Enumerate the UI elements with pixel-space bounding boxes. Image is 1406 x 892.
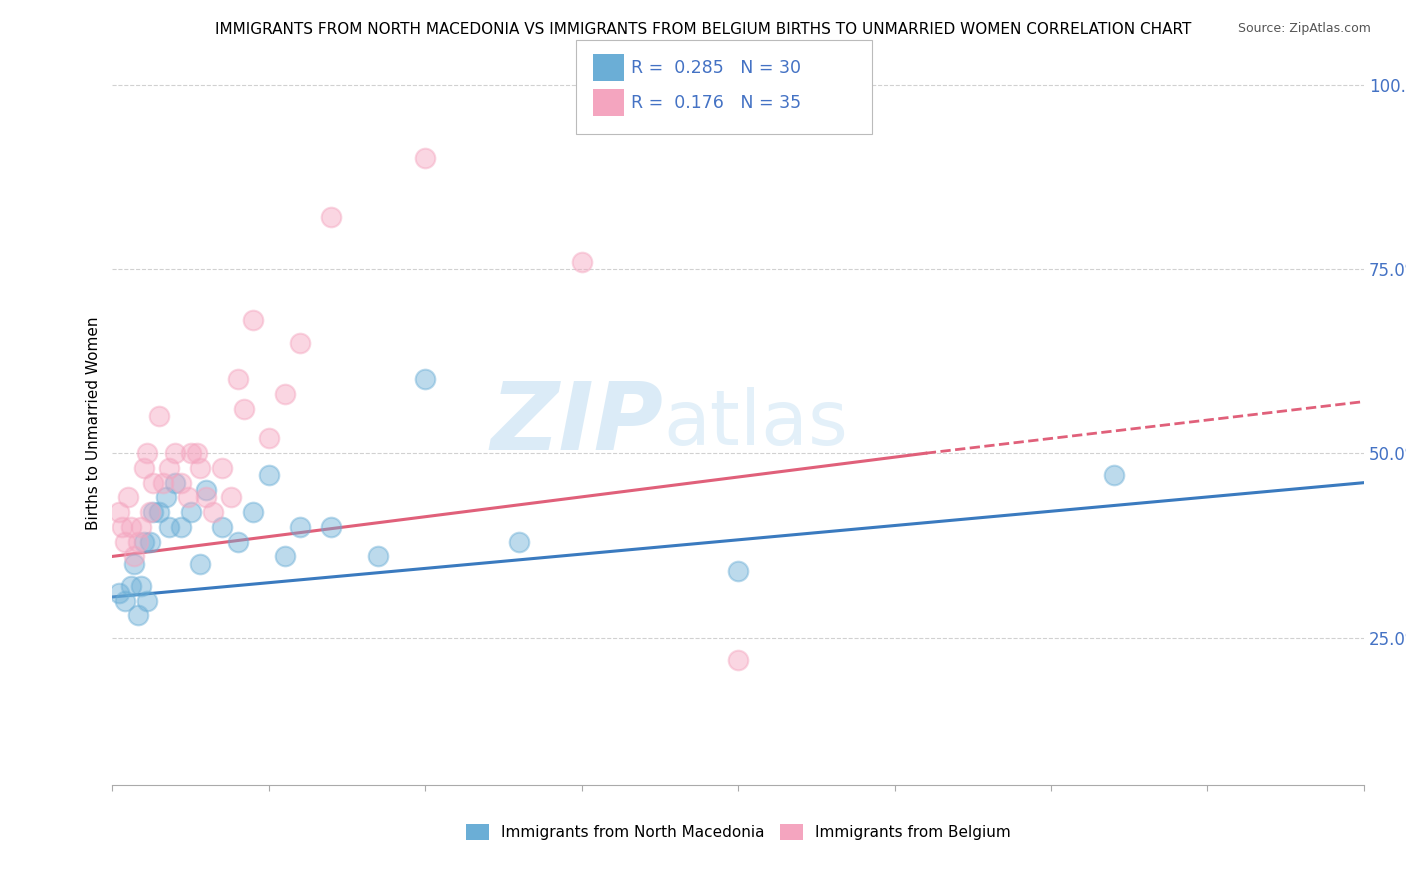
- Point: [127, 608, 149, 623]
- Point: [120, 579, 142, 593]
- Text: atlas: atlas: [664, 387, 848, 460]
- Point: [170, 475, 193, 490]
- Y-axis label: Births to Unmarried Women: Births to Unmarried Women: [86, 317, 101, 531]
- Point: [367, 549, 389, 564]
- Point: [163, 446, 186, 460]
- Point: [211, 520, 233, 534]
- Point: [127, 534, 149, 549]
- Point: [195, 483, 218, 497]
- Point: [114, 534, 136, 549]
- Point: [135, 446, 157, 460]
- Point: [321, 520, 343, 534]
- Point: [232, 401, 254, 416]
- Point: [273, 387, 295, 401]
- Point: [242, 313, 264, 327]
- Point: [221, 491, 243, 505]
- Point: [413, 372, 436, 386]
- Point: [508, 534, 530, 549]
- Point: [211, 461, 233, 475]
- Point: [413, 151, 436, 165]
- Text: IMMIGRANTS FROM NORTH MACEDONIA VS IMMIGRANTS FROM BELGIUM BIRTHS TO UNMARRIED W: IMMIGRANTS FROM NORTH MACEDONIA VS IMMIG…: [215, 22, 1191, 37]
- Point: [120, 520, 142, 534]
- Point: [290, 520, 312, 534]
- Point: [201, 505, 224, 519]
- Point: [186, 446, 208, 460]
- Legend: Immigrants from North Macedonia, Immigrants from Belgium: Immigrants from North Macedonia, Immigra…: [460, 818, 1017, 846]
- Point: [132, 461, 155, 475]
- Point: [180, 446, 202, 460]
- Point: [142, 505, 165, 519]
- Point: [188, 461, 211, 475]
- Point: [242, 505, 264, 519]
- Point: [321, 211, 343, 225]
- Point: [170, 520, 193, 534]
- Point: [124, 549, 146, 564]
- Point: [176, 491, 198, 505]
- Point: [727, 564, 749, 578]
- Text: R =  0.285   N = 30: R = 0.285 N = 30: [631, 59, 801, 77]
- Point: [195, 491, 218, 505]
- Point: [111, 520, 134, 534]
- Point: [163, 475, 186, 490]
- Text: ZIP: ZIP: [491, 377, 664, 470]
- Point: [157, 461, 180, 475]
- Point: [257, 432, 280, 446]
- Point: [571, 254, 593, 268]
- Point: [1102, 468, 1125, 483]
- Text: R =  0.176   N = 35: R = 0.176 N = 35: [631, 94, 801, 112]
- Point: [124, 557, 146, 571]
- Point: [132, 534, 155, 549]
- Point: [148, 409, 170, 424]
- Point: [727, 652, 749, 666]
- Point: [155, 491, 177, 505]
- Point: [139, 505, 162, 519]
- Point: [273, 549, 295, 564]
- Point: [257, 468, 280, 483]
- Point: [135, 593, 157, 607]
- Point: [142, 475, 165, 490]
- Point: [152, 475, 174, 490]
- Point: [180, 505, 202, 519]
- Point: [290, 335, 312, 350]
- Point: [139, 534, 162, 549]
- Point: [226, 372, 249, 386]
- Point: [129, 579, 152, 593]
- Point: [114, 593, 136, 607]
- Point: [129, 520, 152, 534]
- Point: [157, 520, 180, 534]
- Point: [107, 505, 129, 519]
- Text: Source: ZipAtlas.com: Source: ZipAtlas.com: [1237, 22, 1371, 36]
- Point: [188, 557, 211, 571]
- Point: [148, 505, 170, 519]
- Point: [117, 491, 139, 505]
- Point: [226, 534, 249, 549]
- Point: [107, 586, 129, 600]
